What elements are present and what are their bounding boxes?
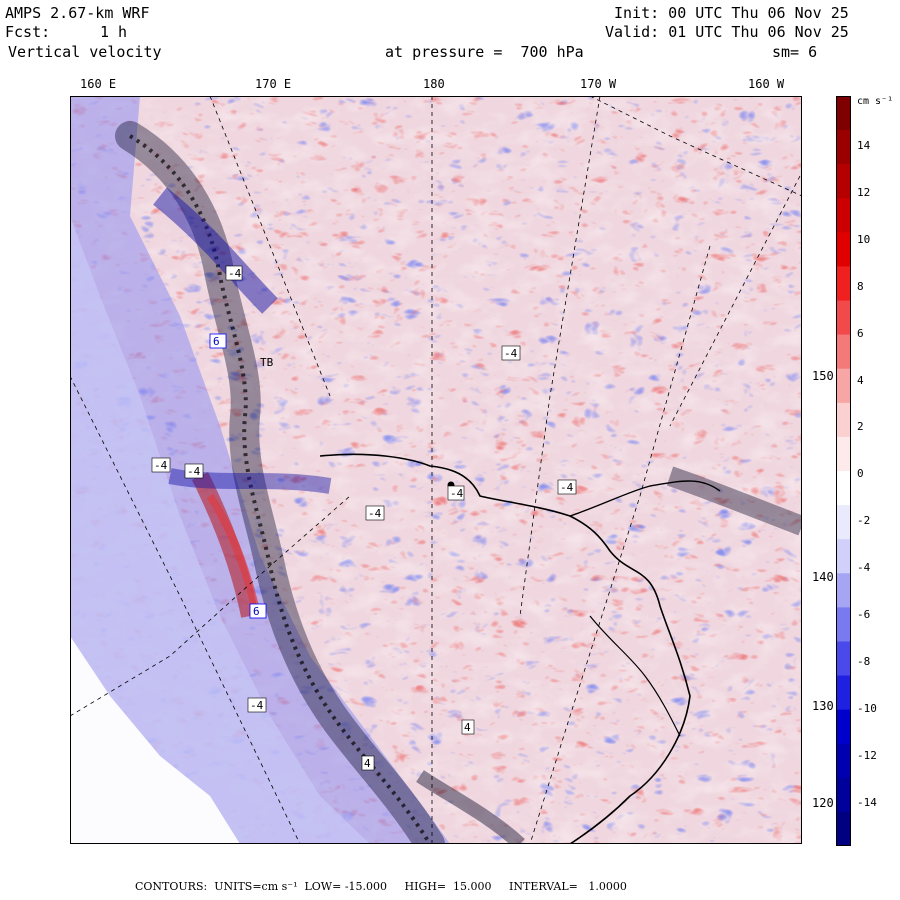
colorbar-tick-label: -8	[857, 654, 871, 668]
forecast-hour: 1 h	[100, 23, 128, 41]
colorbar	[836, 96, 851, 846]
smoothing: sm= 6	[772, 43, 818, 61]
colorbar-tick-label: -10	[857, 701, 877, 715]
model-title: AMPS 2.67-km WRF	[5, 4, 150, 22]
svg-text:-4: -4	[228, 267, 242, 280]
colorbar-swatch	[836, 130, 851, 165]
colorbar-swatch	[836, 436, 851, 472]
colorbar-tick-label: -12	[857, 748, 877, 762]
contour-label: -4	[501, 345, 521, 361]
colorbar-swatch	[836, 232, 851, 267]
contour-label: -4	[151, 457, 171, 473]
lon-label-160w: 160 W	[748, 77, 785, 91]
colorbar-swatch	[836, 334, 851, 370]
graticule	[70, 96, 802, 844]
colorbar-tick-label: 12	[857, 185, 871, 199]
svg-text:-4: -4	[560, 481, 574, 494]
contour-summary: CONTOURS: UNITS=cm s⁻¹ LOW= -15.000 HIGH…	[135, 880, 627, 893]
svg-text:-4: -4	[154, 459, 168, 472]
colorbar-swatch	[836, 539, 851, 574]
colorbar-swatch	[836, 368, 851, 404]
colorbar-tick-label: -2	[857, 514, 871, 528]
colorbar-tick-label: 4	[857, 373, 864, 387]
lon-label-170e: 170 E	[255, 77, 292, 91]
colorbar-swatch	[836, 402, 851, 438]
svg-text:4: 4	[464, 721, 471, 734]
contour-label: 4	[361, 755, 375, 771]
colorbar-tick-label: 6	[857, 326, 864, 340]
mountain-ridge	[115, 121, 802, 844]
vertical-velocity-map: -4 -4 -4 -4 -4 -4 -4 -4	[70, 96, 802, 844]
station-label-tb: TB	[260, 356, 274, 369]
contour-label: -4	[225, 265, 243, 281]
colorbar-swatch	[836, 198, 851, 233]
coastline	[319, 453, 691, 844]
contour-label: 6	[249, 603, 267, 619]
colorbar-swatch	[836, 709, 851, 745]
contour-label: -4	[557, 479, 577, 495]
colorbar-tick-label: -14	[857, 795, 877, 809]
colorbar-swatch	[836, 505, 851, 540]
svg-text:-4: -4	[250, 699, 264, 712]
contour-label: -4	[365, 505, 385, 521]
colorbar-tick-label: 8	[857, 279, 864, 293]
colorbar-swatch	[836, 471, 851, 506]
colorbar-swatch	[836, 266, 851, 302]
init-time: Init: 00 UTC Thu 06 Nov 25	[614, 4, 849, 22]
colorbar-swatch	[836, 300, 851, 336]
colorbar-tick-label: 2	[857, 420, 864, 434]
lon-label-170w: 170 W	[580, 77, 617, 91]
contour-label: -4	[247, 697, 267, 713]
contour-label: 6	[209, 333, 227, 349]
colorbar-swatch	[836, 164, 851, 199]
svg-text:-4: -4	[504, 347, 518, 360]
lon-label-180: 180	[423, 77, 445, 91]
colorbar-swatch	[836, 811, 851, 846]
contour-label: -4	[184, 463, 204, 479]
colorbar-tick-label: 0	[857, 467, 864, 481]
valid-time: Valid: 01 UTC Thu 06 Nov 25	[605, 23, 849, 41]
ice-area	[70, 636, 240, 844]
colorbar-tick-label: 14	[857, 139, 871, 152]
colorbar-swatch	[836, 607, 851, 642]
svg-text:-4: -4	[450, 487, 464, 500]
colorbar-swatch	[836, 675, 851, 711]
svg-text:6: 6	[213, 335, 220, 348]
colorbar-swatch	[836, 777, 851, 813]
svg-text:-4: -4	[187, 465, 201, 478]
svg-text:-4: -4	[368, 507, 382, 520]
colorbar-swatch	[836, 641, 851, 677]
colorbar-tick-label: -4	[857, 561, 871, 575]
colorbar-swatch	[836, 96, 851, 131]
svg-text:6: 6	[253, 605, 260, 618]
colorbar-swatch	[836, 573, 851, 608]
field-name: Vertical velocity	[8, 43, 162, 61]
lon-label-160e: 160 E	[80, 77, 117, 91]
colorbar-tick-label: 10	[857, 232, 871, 246]
svg-text:4: 4	[364, 757, 371, 770]
contour-label: 4	[461, 719, 475, 735]
colorbar-swatch	[836, 743, 851, 779]
contour-label: -4	[447, 485, 465, 501]
forecast-label: Fcst:	[5, 23, 51, 41]
colorbar-tick-label: -6	[857, 608, 871, 621]
pressure-level: at pressure = 700 hPa	[385, 43, 584, 61]
colorbar-unit: cm s⁻¹	[857, 96, 894, 107]
